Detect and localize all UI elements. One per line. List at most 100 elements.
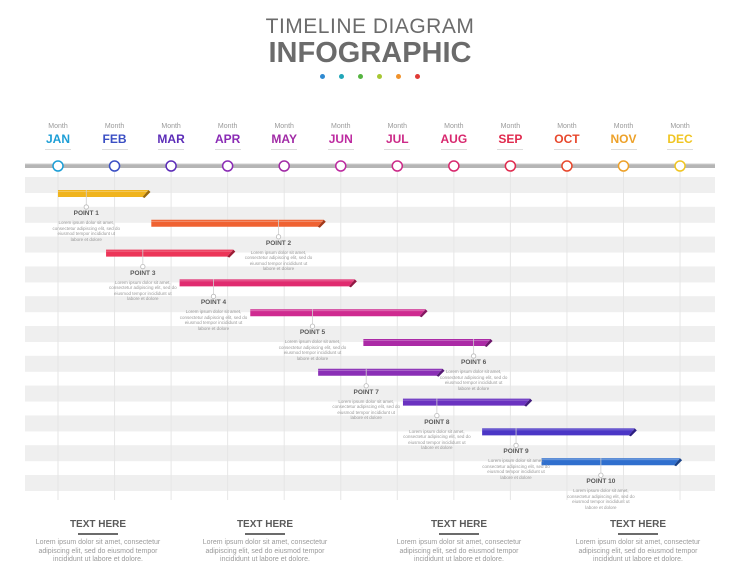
month-underline bbox=[214, 149, 241, 150]
footer-title: TEXT HERE bbox=[236, 519, 294, 530]
row-stripe bbox=[25, 415, 715, 432]
title-dot bbox=[339, 74, 344, 79]
point-anchor bbox=[434, 412, 440, 419]
footer-column-1: TEXT HERE Lorem ipsum dolor sit amet, con… bbox=[23, 519, 173, 565]
month-name: MAY bbox=[271, 132, 297, 146]
month-underline bbox=[327, 149, 354, 150]
month-marker bbox=[221, 160, 234, 172]
title-line-1: TIMELINE DIAGRAM bbox=[265, 15, 475, 38]
point-8-label: POINT 8 Lorem ipsum dolor sit amet, conse… bbox=[402, 419, 472, 451]
point-anchor bbox=[309, 323, 316, 329]
month-nov: Month NOV bbox=[599, 123, 649, 150]
gantt-bar bbox=[318, 368, 443, 376]
month-feb: Month FEB bbox=[90, 123, 140, 150]
point-5-label: POINT 5 Lorem ipsum dolor sit amet, conse… bbox=[277, 329, 347, 361]
title-dot bbox=[358, 74, 363, 79]
month-sub-label: Month bbox=[444, 123, 464, 130]
footer-text: Lorem ipsum dolor sit amet, consectetur … bbox=[202, 539, 328, 563]
gantt-bar bbox=[541, 458, 681, 466]
footer-column-3: TEXT HERE Lorem ipsum dolor sit amet, con… bbox=[384, 519, 534, 565]
row-stripe bbox=[25, 296, 715, 313]
month-sub-label: Month bbox=[613, 123, 634, 130]
footer-underline bbox=[439, 533, 479, 535]
month-underline bbox=[440, 149, 467, 150]
point-6-label: POINT 6 Lorem ipsum dolor sit amet, conse… bbox=[439, 359, 509, 391]
gantt-bar-tip bbox=[524, 398, 533, 407]
month-name: OCT bbox=[554, 132, 580, 146]
point-title: POINT 2 bbox=[265, 239, 292, 247]
month-sub-label: Month bbox=[104, 123, 125, 130]
footer-text: Lorem ipsum dolor sit amet, consectetur … bbox=[396, 539, 522, 563]
month-mar: Month MAR bbox=[146, 123, 196, 150]
month-underline bbox=[101, 149, 128, 150]
row-stripe bbox=[25, 475, 715, 491]
gantt-bar bbox=[363, 339, 491, 346]
footer-underline bbox=[245, 533, 285, 535]
row-stripe bbox=[25, 266, 715, 283]
title-dot bbox=[415, 74, 420, 79]
point-description: Lorem ipsum dolor sit amet, consectetur … bbox=[179, 309, 248, 331]
point-description: Lorem ipsum dolor sit amet, consectetur … bbox=[278, 339, 347, 361]
gantt-bar-tip bbox=[317, 219, 326, 228]
month-jan: Month JAN bbox=[33, 123, 83, 150]
point-description: Lorem ipsum dolor sit amet, consectetur … bbox=[52, 220, 121, 242]
point-1-label: POINT 1 Lorem ipsum dolor sit amet, conse… bbox=[51, 210, 121, 242]
row-stripe bbox=[25, 385, 715, 402]
timeline-axis bbox=[25, 164, 715, 168]
row-stripe bbox=[25, 326, 715, 342]
point-title: POINT 9 bbox=[503, 448, 529, 456]
gantt-bar-tip bbox=[436, 368, 445, 377]
footer-text: Lorem ipsum dolor sit amet, consectetur … bbox=[575, 539, 701, 563]
point-description: Lorem ipsum dolor sit amet, consectetur … bbox=[439, 369, 508, 391]
month-name: MAR bbox=[157, 132, 185, 146]
gantt-bar bbox=[151, 219, 324, 227]
month-sub-label: Month bbox=[500, 123, 521, 130]
month-underline bbox=[158, 149, 185, 150]
footer-text: Lorem ipsum dolor sit amet, consectetur … bbox=[35, 539, 161, 563]
month-marker bbox=[617, 160, 630, 172]
month-aug: Month AUG bbox=[429, 123, 479, 150]
point-title: POINT 10 bbox=[586, 478, 616, 486]
row-stripe bbox=[25, 206, 715, 223]
title-dot bbox=[377, 74, 382, 79]
decorative-dots bbox=[0, 74, 740, 79]
point-title: POINT 6 bbox=[460, 359, 487, 366]
gantt-bar bbox=[250, 309, 426, 317]
point-title: POINT 1 bbox=[73, 210, 99, 217]
title-dot bbox=[396, 74, 401, 79]
month-sub-label: Month bbox=[48, 123, 68, 130]
point-2-label: POINT 2 Lorem ipsum dolor sit amet, conse… bbox=[244, 240, 314, 272]
month-underline bbox=[610, 149, 637, 150]
point-anchor bbox=[363, 383, 369, 389]
point-anchor bbox=[140, 263, 146, 270]
month-sep: Month SEP bbox=[485, 123, 535, 150]
title-dot bbox=[320, 74, 325, 79]
point-anchor bbox=[83, 204, 89, 210]
gantt-bar-tip bbox=[419, 309, 428, 318]
gantt-bar-tip bbox=[348, 279, 357, 288]
point-title: POINT 4 bbox=[200, 299, 227, 307]
month-oct: Month OCT bbox=[542, 123, 592, 150]
month-name: APR bbox=[214, 132, 241, 146]
month-sub-label: Month bbox=[670, 123, 690, 130]
month-underline bbox=[271, 149, 298, 150]
point-description: Lorem ipsum dolor sit amet, consectetur … bbox=[567, 488, 635, 510]
month-underline bbox=[553, 149, 580, 150]
point-anchor bbox=[471, 353, 477, 359]
row-stripe bbox=[25, 445, 715, 462]
month-name: AUG bbox=[440, 132, 468, 146]
point-anchor bbox=[598, 472, 604, 478]
month-sub-label: Month bbox=[387, 123, 408, 130]
month-sub-label: Month bbox=[217, 123, 238, 130]
gantt-bar bbox=[106, 249, 234, 257]
point-description: Lorem ipsum dolor sit amet, consectetur … bbox=[109, 279, 177, 302]
month-name: NOV bbox=[610, 132, 637, 146]
point-anchor bbox=[210, 293, 217, 299]
point-description: Lorem ipsum dolor sit amet, consectetur … bbox=[244, 249, 313, 272]
footer-title: TEXT HERE bbox=[430, 519, 488, 530]
month-name: JUN bbox=[328, 132, 353, 146]
month-name: FEB bbox=[102, 132, 127, 146]
gantt-bar bbox=[58, 190, 149, 197]
month-jun: Month JUN bbox=[316, 123, 366, 150]
